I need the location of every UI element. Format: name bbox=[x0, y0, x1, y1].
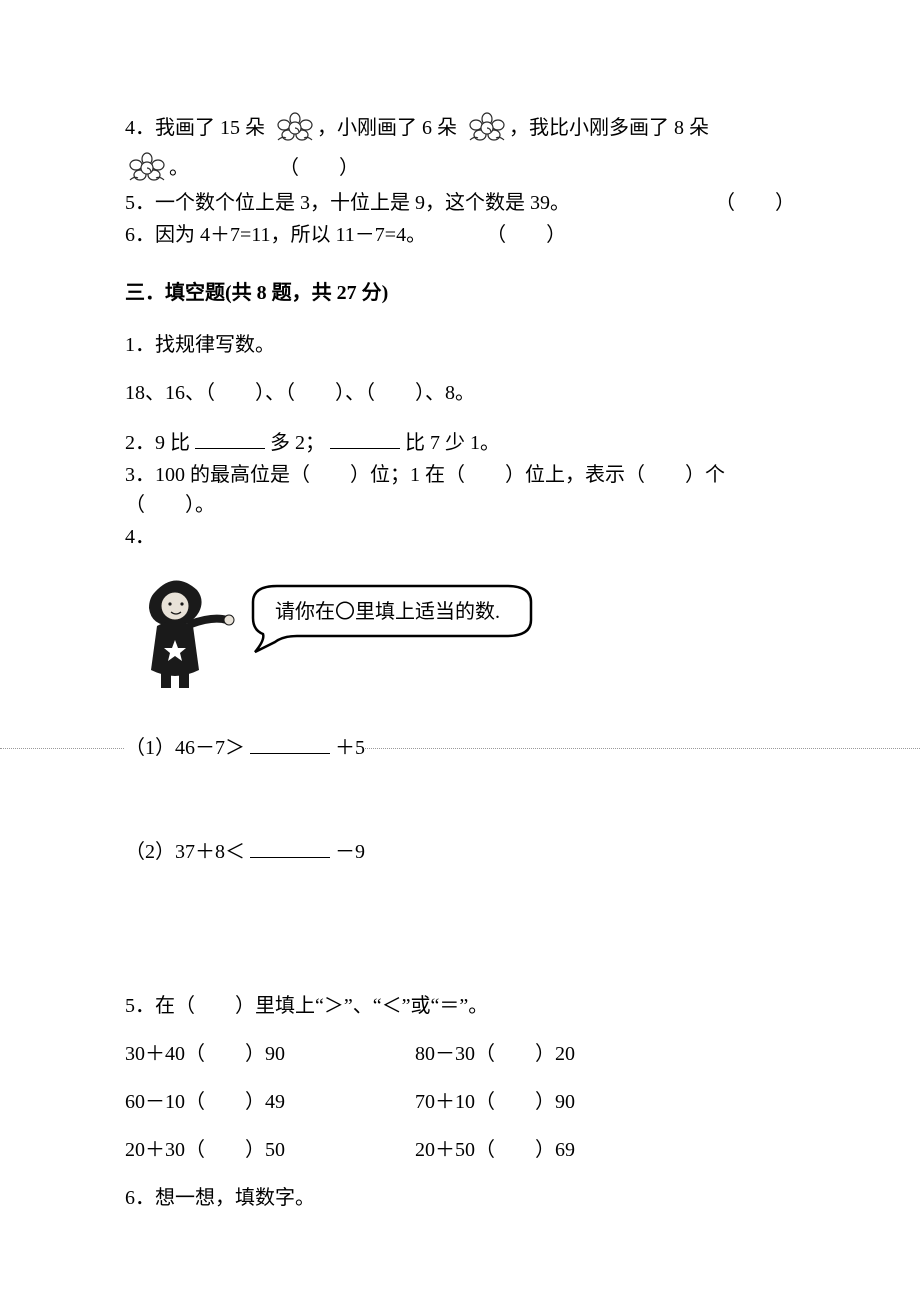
q5-text: 5．一个数个位上是 3，十位上是 9，这个数是 39。 bbox=[125, 188, 570, 218]
s3q5-r1-left: 60－10（ ）49 bbox=[125, 1087, 415, 1117]
table-row: 30＋40（ ）90 80－30（ ）20 bbox=[125, 1039, 795, 1069]
q4-period: 。 bbox=[169, 153, 189, 183]
q6-paren: （ ） bbox=[486, 220, 566, 250]
s3-q5-grid: 30＋40（ ）90 80－30（ ）20 60－10（ ）49 70＋10（ … bbox=[125, 1039, 795, 1165]
q5-paren: （ ） bbox=[715, 188, 795, 218]
blank-underline bbox=[330, 428, 400, 449]
worksheet-page: 4．我画了 15 朵 ，小刚画了 6 朵 bbox=[0, 0, 920, 1295]
girl-icon bbox=[149, 580, 234, 688]
tf-question-4-line1: 4．我画了 15 朵 ，小刚画了 6 朵 bbox=[125, 110, 795, 146]
speech-bubble-icon: 请你在〇里填上适当的数. bbox=[253, 586, 531, 652]
blank-underline bbox=[250, 733, 330, 754]
q4-mid1: ，小刚画了 6 朵 bbox=[317, 113, 457, 143]
s3-q1-sequence: 18、16、（ ）、（ ）、（ ）、8。 bbox=[125, 378, 795, 408]
s3q2-prefix: 2．9 比 bbox=[125, 432, 190, 454]
flower-icon bbox=[273, 110, 317, 146]
s3-q4-label: 4． bbox=[125, 522, 795, 552]
s3q5-r2-left: 20＋30（ ）50 bbox=[125, 1135, 415, 1165]
s3q4-part2-prefix: （2）37＋8＜ bbox=[125, 841, 245, 863]
tf-question-4-line2: 。 （ ） bbox=[125, 150, 795, 186]
s3-q6-prompt: 6．想一想，填数字。 bbox=[125, 1183, 795, 1213]
table-row: 20＋30（ ）50 20＋50（ ）69 bbox=[125, 1135, 795, 1165]
q4-mid2: ，我比小刚多画了 8 朵 bbox=[509, 113, 709, 143]
table-row: 60－10（ ）49 70＋10（ ）90 bbox=[125, 1087, 795, 1117]
s3-q5-prompt: 5．在（ ）里填上“＞”、“＜”或“＝”。 bbox=[125, 991, 795, 1021]
tf-question-5: 5．一个数个位上是 3，十位上是 9，这个数是 39。 （ ） bbox=[125, 188, 795, 218]
s3q5-r0-left: 30＋40（ ）90 bbox=[125, 1039, 415, 1069]
s3q5-r2-right: 20＋50（ ）69 bbox=[415, 1135, 705, 1165]
s3q4-part1-suffix: ＋5 bbox=[335, 737, 365, 759]
blank-underline bbox=[195, 428, 265, 449]
s3q4-part2-suffix: －9 bbox=[335, 841, 365, 863]
tf-question-6: 6．因为 4＋7=11，所以 11－7=4。 （ ） bbox=[125, 220, 795, 250]
s3-q1-prompt: 1．找规律写数。 bbox=[125, 330, 795, 360]
s3-q4-illustration: 请你在〇里填上适当的数. bbox=[125, 574, 795, 703]
s3-q4-part2: （2）37＋8＜ －9 bbox=[125, 837, 795, 867]
s3-q4-part1: （1）46－7＞ ＋5 bbox=[125, 733, 795, 763]
flower-icon bbox=[465, 110, 509, 146]
s3q2-mid1: 多 2； bbox=[270, 432, 325, 454]
s3q4-part1-prefix: （1）46－7＞ bbox=[125, 737, 245, 759]
q4-prefix: 4．我画了 15 朵 bbox=[125, 113, 265, 143]
flower-icon bbox=[125, 150, 169, 186]
q6-text: 6．因为 4＋7=11，所以 11－7=4。 bbox=[125, 220, 426, 250]
s3-q3: 3．100 的最高位是（ ）位；1 在（ ）位上，表示（ ）个（ ）。 bbox=[125, 460, 795, 520]
s3q2-mid2: 比 7 少 1。 bbox=[405, 432, 500, 454]
s3-q2: 2．9 比 多 2； 比 7 少 1。 bbox=[125, 428, 795, 458]
s3q5-r0-right: 80－30（ ）20 bbox=[415, 1039, 705, 1069]
q4-paren: （ ） bbox=[279, 153, 359, 183]
s3q5-r1-right: 70＋10（ ）90 bbox=[415, 1087, 705, 1117]
bubble-text: 请你在〇里填上适当的数. bbox=[275, 600, 500, 623]
section-3-title: 三．填空题(共 8 题，共 27 分) bbox=[125, 278, 795, 308]
blank-underline bbox=[250, 837, 330, 858]
